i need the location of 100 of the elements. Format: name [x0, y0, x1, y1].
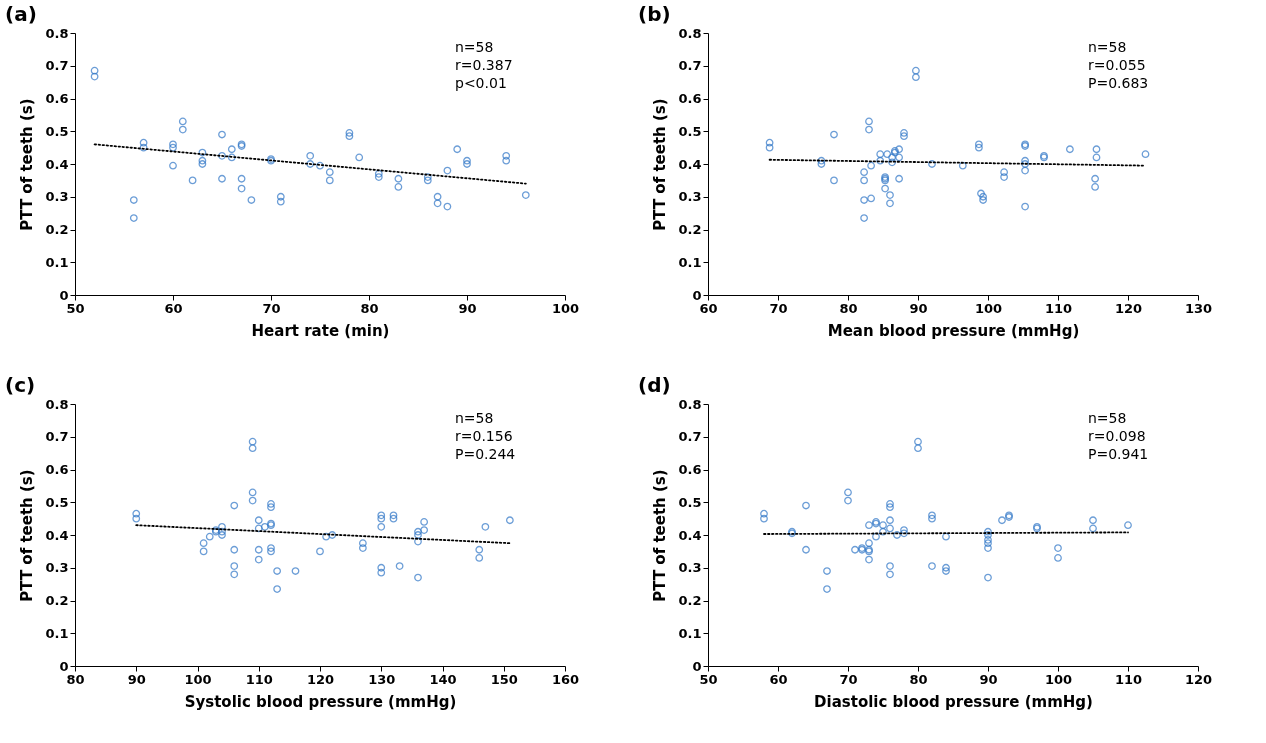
point [886, 570, 894, 579]
point [1091, 174, 1099, 183]
point [1021, 160, 1029, 168]
point [325, 176, 334, 185]
point [260, 522, 269, 531]
point [443, 166, 452, 175]
point [169, 140, 177, 149]
x-tick-label: 100 [551, 300, 580, 316]
y-tick-label: 0.6 [678, 91, 702, 106]
point [248, 444, 257, 453]
point [129, 214, 138, 222]
point [867, 161, 875, 170]
point [463, 160, 471, 168]
y-tick-label: 0.4 [678, 527, 702, 543]
point [876, 150, 885, 159]
point [139, 143, 148, 152]
point [895, 174, 903, 183]
point [129, 196, 138, 204]
x-tick-label: 110 [1044, 300, 1073, 316]
y-tick-label: 0.8 [45, 25, 69, 41]
point [879, 527, 887, 536]
point [823, 585, 831, 593]
point [345, 132, 354, 141]
point [248, 437, 257, 446]
y-tick-label: 0.1 [678, 625, 702, 641]
point [1054, 554, 1062, 562]
point [893, 531, 901, 539]
point [453, 145, 462, 154]
point [188, 176, 197, 185]
x-tick-label: 80 [909, 671, 928, 687]
point [178, 125, 187, 134]
annotation: P=0.683 [1088, 75, 1149, 91]
point [267, 500, 275, 508]
point [230, 562, 239, 570]
point [521, 191, 530, 199]
point [765, 143, 774, 152]
point [218, 174, 226, 183]
x-axis-title: Diastolic blood pressure (mmHg) [814, 692, 1093, 711]
point [395, 562, 404, 570]
x-tick-label: 70 [769, 300, 788, 316]
point [90, 72, 99, 81]
point [502, 151, 511, 160]
y-tick-label: 0.8 [678, 25, 702, 41]
point [912, 66, 920, 75]
y-tick-label: 0.5 [678, 123, 702, 139]
point [276, 192, 285, 201]
point [230, 545, 239, 554]
point [475, 545, 484, 554]
y-tick-label: 0.8 [45, 396, 69, 412]
annotation: r=0.098 [1088, 428, 1146, 444]
point [316, 547, 324, 556]
point [844, 496, 852, 505]
annotation: p<0.01 [455, 75, 507, 91]
point [984, 544, 992, 552]
point [760, 509, 768, 518]
point [1021, 156, 1029, 165]
x-tick-label: 160 [551, 671, 580, 687]
point [267, 544, 275, 552]
point [912, 73, 920, 82]
point [322, 532, 331, 541]
point [958, 161, 967, 170]
point [1089, 516, 1097, 525]
y-tick-label: 0.7 [678, 429, 702, 445]
y-tick-label: 0 [59, 658, 69, 674]
point [505, 516, 514, 525]
x-tick-label: 70 [839, 671, 858, 687]
point [254, 524, 263, 533]
point [169, 161, 177, 170]
point [817, 160, 826, 168]
point [230, 570, 239, 579]
y-tick-label: 0.2 [678, 222, 702, 237]
y-tick-label: 0.3 [45, 189, 69, 205]
y-tick-label: 0.3 [678, 560, 702, 576]
point [306, 151, 315, 160]
point [928, 160, 936, 168]
point [237, 174, 246, 183]
point [345, 129, 354, 137]
point [1091, 183, 1099, 191]
point [823, 567, 831, 575]
point [1021, 202, 1029, 211]
point [423, 176, 432, 185]
x-axis-title: Heart rate (min) [251, 321, 390, 340]
chart-title: (c) [5, 373, 36, 397]
point [218, 522, 226, 531]
y-axis-title: PTT of teeth (s) [18, 469, 37, 602]
point [888, 153, 896, 162]
point [377, 511, 386, 520]
point [886, 191, 894, 199]
point [358, 539, 367, 548]
chart-title: (a) [5, 2, 37, 26]
annotation: n=58 [1088, 410, 1127, 426]
x-axis-title: Mean blood pressure (mmHg) [827, 321, 1080, 340]
annotation: r=0.055 [1088, 57, 1146, 73]
point [914, 437, 922, 446]
point [979, 196, 987, 204]
point [433, 199, 442, 208]
point [198, 156, 207, 165]
point [377, 522, 386, 531]
point [802, 501, 810, 510]
annotation: r=0.156 [455, 428, 513, 444]
